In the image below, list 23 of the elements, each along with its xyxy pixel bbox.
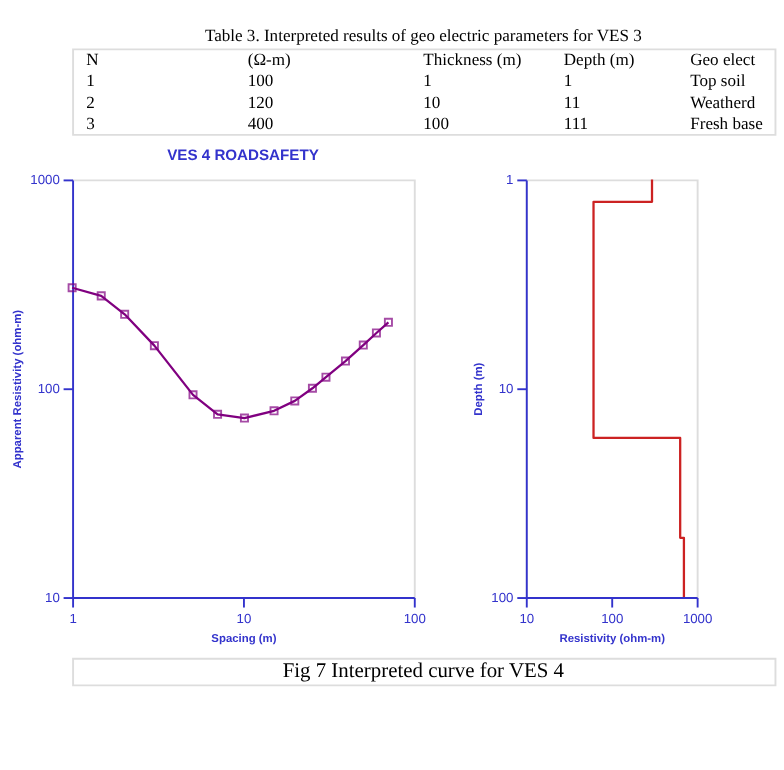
caption: Fig 7 Interpreted curve for VES 4 xyxy=(282,660,566,683)
text: 111 xyxy=(563,112,589,133)
text: N xyxy=(86,48,99,69)
text: (Ω-m) xyxy=(247,48,292,69)
text: 100 xyxy=(423,112,449,133)
text: Weatherd xyxy=(690,91,757,112)
text: 3 xyxy=(86,112,95,133)
text: Thickness (m) xyxy=(423,48,522,69)
text: Depth (m) xyxy=(563,48,635,69)
text: 1 xyxy=(86,70,95,91)
text: 2 xyxy=(86,91,95,112)
chart-title: VES 4 ROADSAFETY xyxy=(167,146,319,165)
text: Top soil xyxy=(690,70,747,91)
text: 10 xyxy=(423,91,441,112)
text: Table 3. Interpreted results of geo electric parameters for VES 3 xyxy=(204,24,642,45)
text: 1 xyxy=(563,70,573,91)
text: 1 xyxy=(423,70,432,91)
text: 11 xyxy=(563,91,581,112)
text: Fresh base xyxy=(690,112,764,133)
text: Geo elect xyxy=(690,48,757,69)
text: 400 xyxy=(247,112,274,133)
text: 120 xyxy=(247,91,274,112)
text: 100 xyxy=(247,70,274,91)
